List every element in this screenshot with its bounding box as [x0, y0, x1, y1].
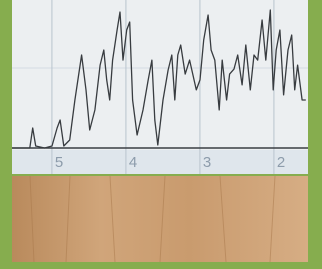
x-tick-label: 5: [55, 154, 63, 171]
x-tick-label: 2: [277, 154, 285, 171]
x-tick-label: 4: [129, 154, 137, 171]
wood-surface: [12, 176, 308, 262]
x-tick-label: 3: [203, 154, 211, 171]
photo: 5 4 3 2: [0, 0, 322, 269]
